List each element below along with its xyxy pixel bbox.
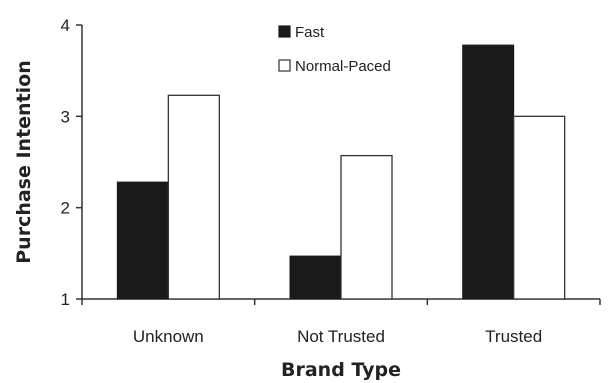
y-tick-label: 2 bbox=[61, 199, 70, 218]
x-axis-title: Brand Type bbox=[281, 359, 401, 381]
y-axis-title: Purchase Intention bbox=[13, 60, 35, 264]
legend: Fast Normal-Paced bbox=[278, 24, 391, 75]
legend-swatch bbox=[278, 25, 291, 38]
x-tick-label: Unknown bbox=[133, 327, 204, 346]
y-ticks: 1 2 3 4 bbox=[61, 16, 82, 309]
bars bbox=[116, 44, 566, 300]
bar-normal-paced bbox=[513, 115, 566, 300]
y-tick-label: 1 bbox=[61, 290, 70, 309]
bar-normal-paced bbox=[340, 154, 393, 300]
bar-fast bbox=[462, 44, 515, 300]
bar-fast bbox=[116, 181, 169, 300]
legend-label: Normal-Paced bbox=[295, 58, 391, 75]
bar-normal-paced bbox=[167, 94, 220, 300]
legend-swatch bbox=[278, 59, 291, 72]
y-tick-label: 3 bbox=[61, 107, 70, 126]
legend-label: Fast bbox=[295, 24, 325, 41]
x-tick-label: Not Trusted bbox=[297, 327, 385, 346]
x-tick-label: Trusted bbox=[485, 327, 542, 346]
x-ticks: Unknown Not Trusted Trusted bbox=[81, 299, 601, 346]
bar-fast bbox=[289, 255, 342, 300]
y-tick-label: 4 bbox=[61, 16, 70, 35]
